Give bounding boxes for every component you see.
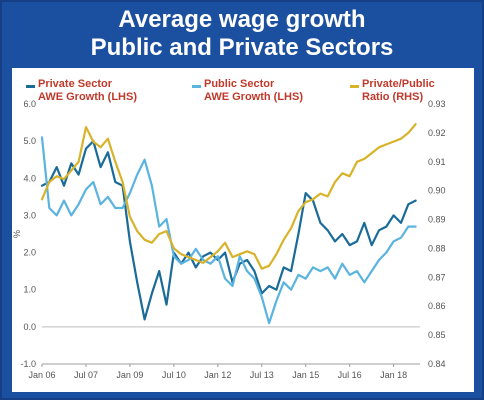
line-chart: -1.0 0.0 1.0 2.0 3.0 4.0 5.0 6.0 0.84 0.85 0.86 0.8…: [12, 99, 446, 380]
legend-ratio: Private/Public Ratio (RHS): [350, 78, 435, 104]
legend-public-line2: AWE Growth (LHS): [204, 91, 303, 103]
legend-private: Private Sector AWE Growth (LHS): [26, 78, 137, 104]
legend-private-line2: AWE Growth (LHS): [38, 91, 137, 103]
x-tick-label: Jan 12: [204, 370, 231, 380]
x-tick-label: Jan 09: [116, 370, 143, 380]
legend-public: Public Sector AWE Growth (LHS): [192, 78, 303, 104]
x-tick-label: Jan 18: [380, 370, 407, 380]
x-tick-label: Jul 13: [250, 370, 274, 380]
legend-swatch-0: [26, 85, 35, 88]
y-left-tick-label: 5.0: [23, 136, 36, 146]
y-left-tick-label: 6.0: [23, 99, 36, 109]
y-right-tick-label: 0.86: [428, 301, 446, 311]
legend-swatch-2: [350, 85, 359, 88]
y-left-tick-label: -1.0: [20, 359, 36, 369]
legend-public-line1: Public Sector: [204, 78, 275, 90]
x-tick-label: Jul 16: [338, 370, 362, 380]
y-right-tick-label: 0.90: [428, 186, 446, 196]
y-left-tick-label: 1.0: [23, 285, 36, 295]
y-right-tick-label: 0.91: [428, 157, 446, 167]
y-right-tick-label: 0.89: [428, 215, 446, 225]
series-line-private: [40, 139, 417, 321]
y-left-tick-label: 0.0: [23, 322, 36, 332]
legend-ratio-line1: Private/Public: [362, 78, 435, 90]
y-axis-label: %: [12, 230, 22, 238]
page-title: Average wage growth Public and Private S…: [0, 6, 484, 62]
page-title-line1: Average wage growth: [118, 6, 366, 33]
series-line-public: [40, 136, 417, 325]
x-tick-label: Jul 10: [162, 370, 186, 380]
x-tick-label: Jan 06: [28, 370, 55, 380]
legend-private-line1: Private Sector: [38, 78, 112, 90]
x-tick-label: Jan 15: [292, 370, 319, 380]
y-right-tick-label: 0.92: [428, 128, 446, 138]
y-left-tick-label: 4.0: [23, 173, 36, 183]
y-right-tick-label: 0.87: [428, 272, 446, 282]
legend-ratio-line2: Ratio (RHS): [362, 91, 424, 103]
y-left-tick-label: 2.0: [23, 248, 36, 258]
legend-swatch-1: [192, 85, 201, 88]
y-left-tick-label: 3.0: [23, 210, 36, 220]
chart-panel: -1.0 0.0 1.0 2.0 3.0 4.0 5.0 6.0 0.84 0.85 0.86 0.8…: [12, 68, 474, 392]
y-right-tick-label: 0.93: [428, 99, 446, 109]
y-right-tick-label: 0.84: [428, 359, 446, 369]
series-line-ratio: [40, 123, 417, 270]
page-title-line2: Public and Private Sectors: [90, 34, 394, 61]
x-tick-label: Jul 07: [74, 370, 98, 380]
y-right-tick-label: 0.88: [428, 243, 446, 253]
y-right-tick-label: 0.85: [428, 330, 446, 340]
